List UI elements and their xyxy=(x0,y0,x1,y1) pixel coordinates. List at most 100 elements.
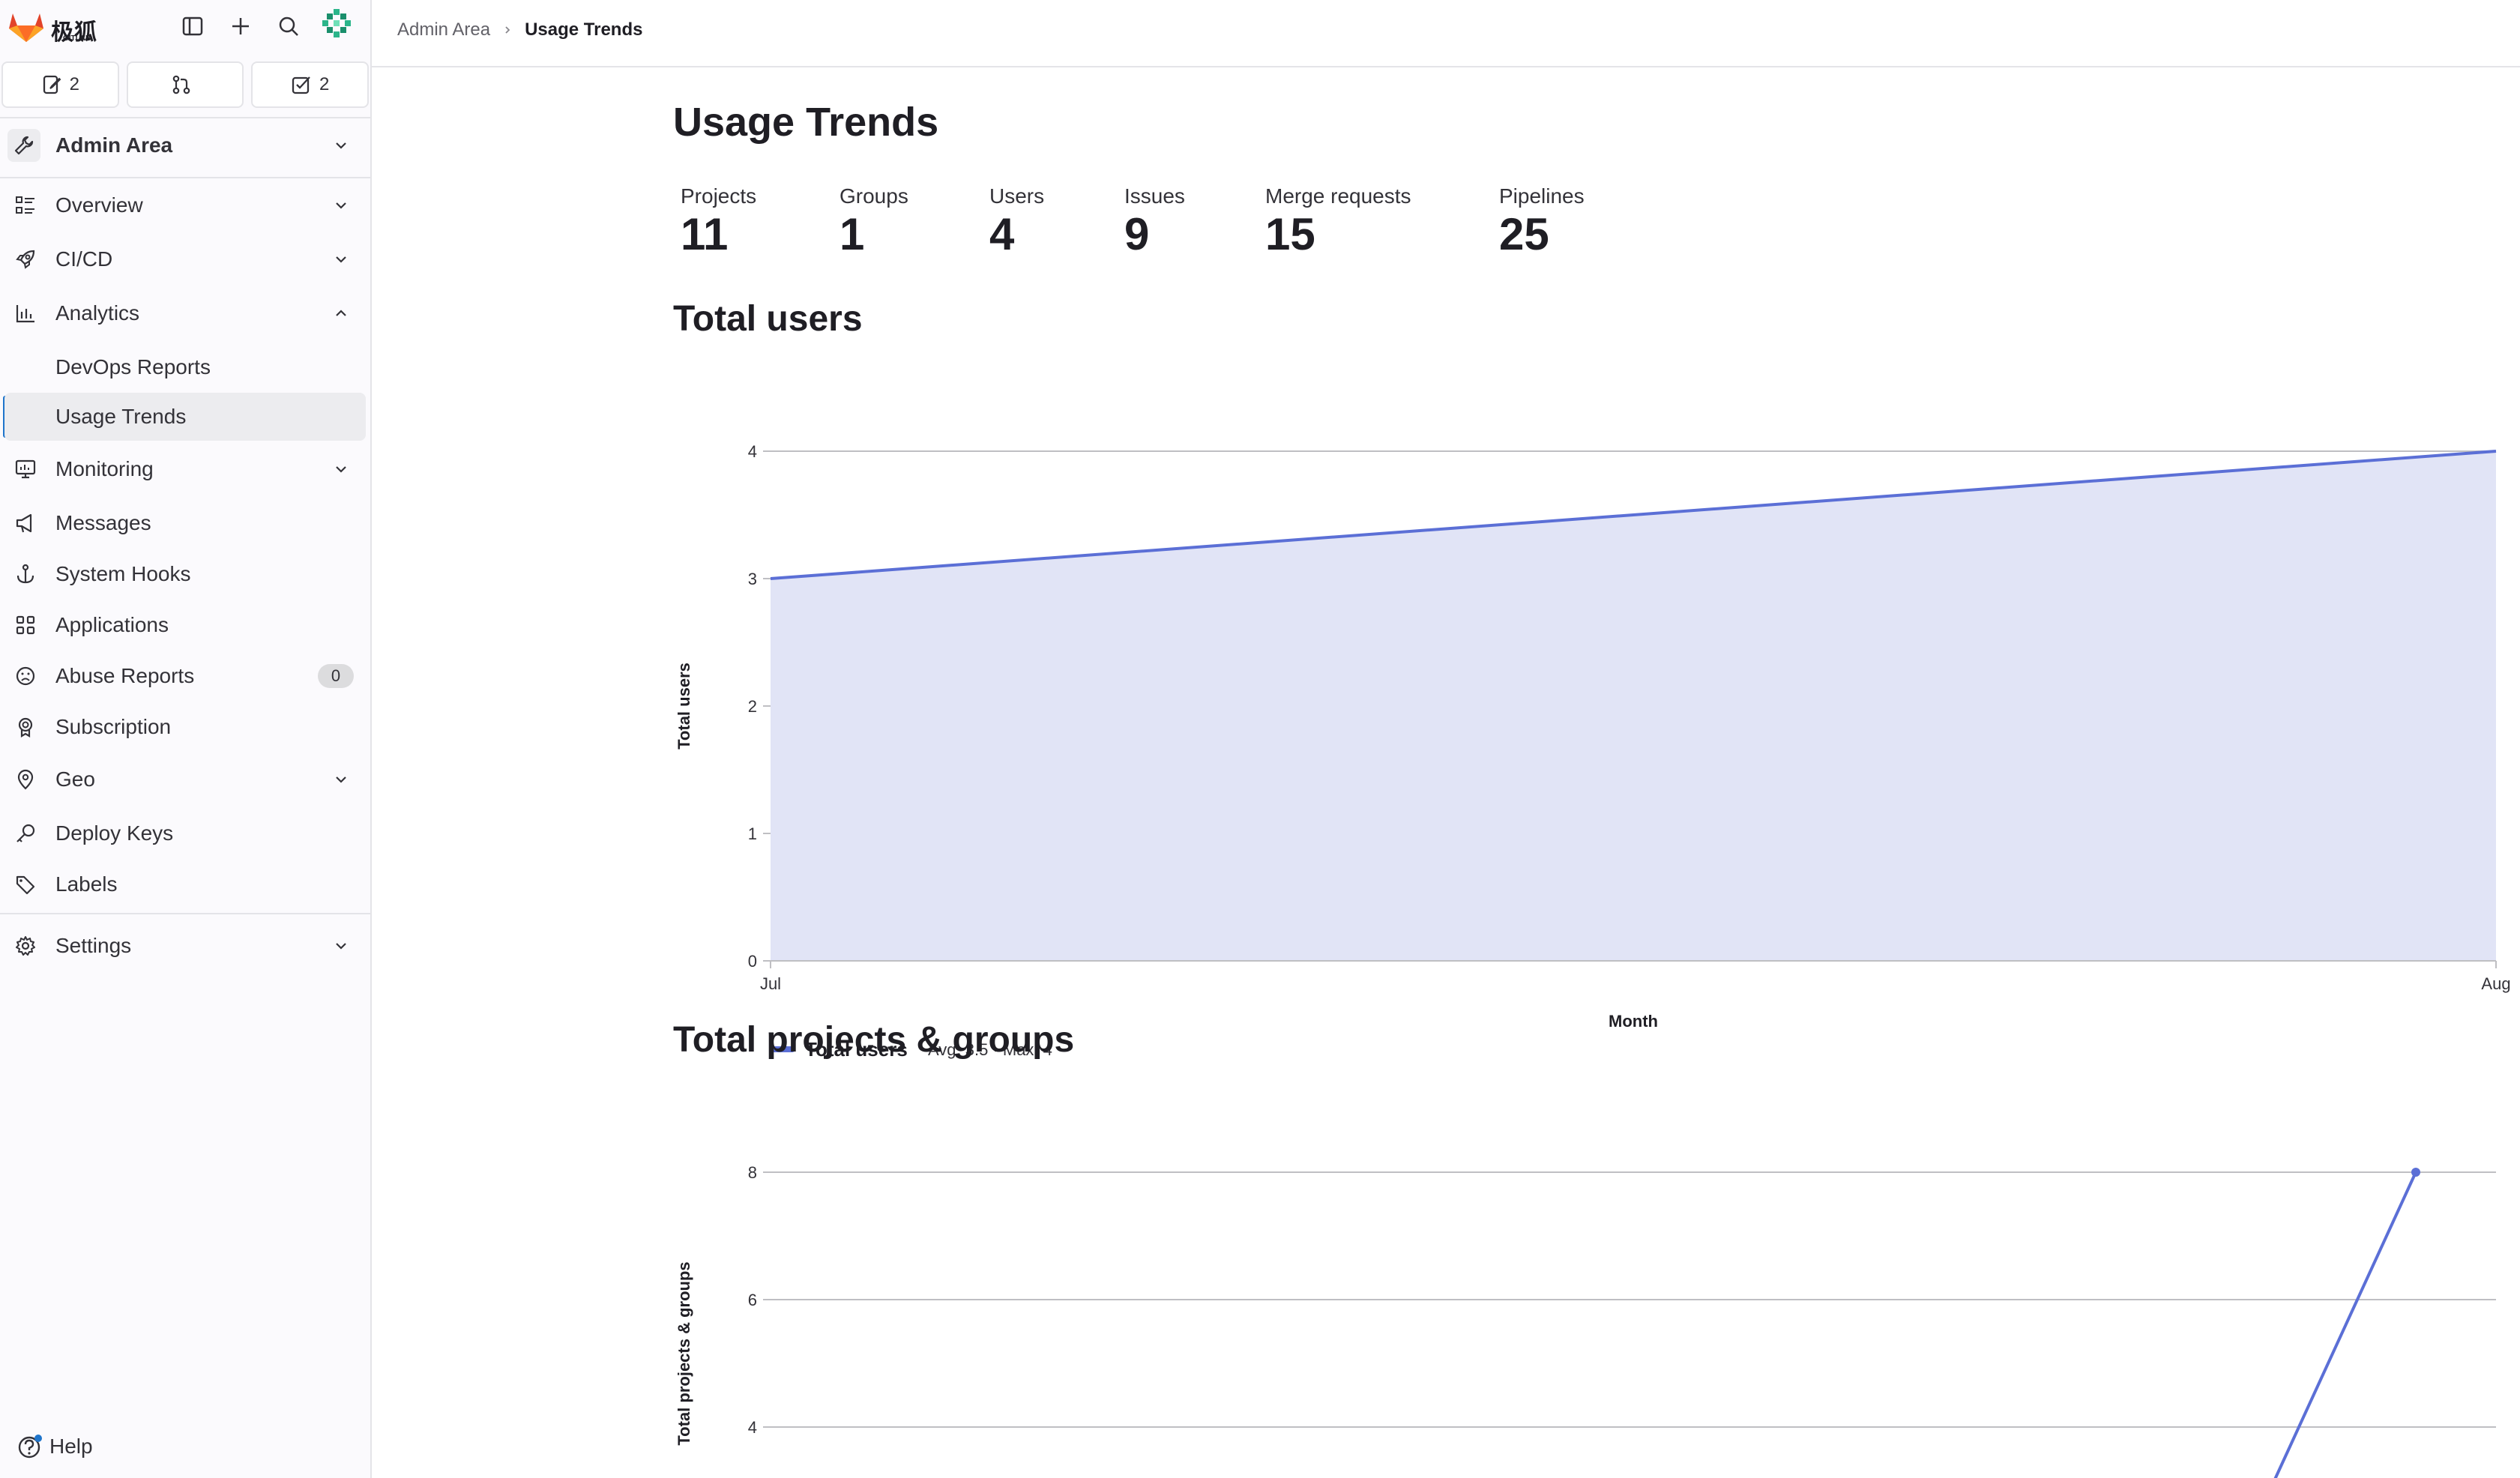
stat-label: Users xyxy=(989,184,1045,208)
sidebar-topbar: 极狐 GITLAB xyxy=(0,0,370,52)
sidebar-item-devops-reports[interactable]: DevOps Reports xyxy=(0,342,370,393)
chevron-down-icon xyxy=(330,248,352,271)
sidebar-item-label: Monitoring xyxy=(55,457,154,480)
sidebar-item-label: System Hooks xyxy=(55,562,191,585)
admin-wrench-icon xyxy=(7,129,40,162)
sidebar-item-applications[interactable]: Applications xyxy=(0,600,370,651)
issues-icon xyxy=(43,75,61,94)
stat-issues: Issues 9 xyxy=(1124,184,1265,261)
chart-icon xyxy=(12,300,39,327)
stat-value: 4 xyxy=(989,209,1015,259)
stat-value: 9 xyxy=(1124,209,1150,259)
sidebar-item-system-hooks[interactable]: System Hooks xyxy=(0,549,370,600)
sidebar-item-usage-trends[interactable]: Usage Trends xyxy=(4,393,366,441)
sidebar-item-label: Settings xyxy=(55,934,132,957)
sidebar-divider xyxy=(0,177,370,178)
gitlab-logo-icon[interactable] xyxy=(7,9,45,43)
breadcrumb: Admin Area Usage Trends xyxy=(397,19,642,40)
anchor-icon xyxy=(12,561,39,588)
gear-icon xyxy=(12,932,39,959)
top-header: Admin Area Usage Trends xyxy=(372,0,2520,67)
issues-count-button[interactable]: 2 xyxy=(1,61,119,108)
series-line xyxy=(770,450,2497,580)
y-axis-title: Total users xyxy=(675,663,693,749)
help-label: Help xyxy=(49,1435,93,1458)
avatar[interactable] xyxy=(321,7,352,39)
admin-area-section[interactable]: Admin Area xyxy=(0,120,370,171)
chevron-down-icon xyxy=(330,935,352,957)
megaphone-icon xyxy=(12,510,39,537)
sidebar-item-geo[interactable]: Geo xyxy=(0,754,370,805)
stat-label: Pipelines xyxy=(1499,184,1585,208)
overview-icon xyxy=(12,192,39,219)
sidebar-item-labels[interactable]: Labels xyxy=(0,859,370,910)
chevron-right-icon xyxy=(505,26,510,34)
legend-summary: Avg: 3.5 · Max: 4 xyxy=(928,1040,1052,1059)
sidebar-item-deploy-keys[interactable]: Deploy Keys xyxy=(0,808,370,859)
breadcrumb-usage-trends[interactable]: Usage Trends xyxy=(525,19,643,40)
plus-icon[interactable] xyxy=(226,12,255,40)
chevron-down-icon xyxy=(330,134,352,157)
search-icon[interactable] xyxy=(274,12,303,40)
monitor-icon xyxy=(12,456,39,483)
y-tick-label: 6 xyxy=(748,1291,757,1309)
applications-icon xyxy=(12,612,39,639)
sidebar-item-overview[interactable]: Overview xyxy=(0,180,370,231)
sidebar-item-abuse-reports[interactable]: Abuse Reports 0 xyxy=(0,651,370,702)
stat-pipelines: Pipelines 25 xyxy=(1499,184,1649,261)
label-tag-icon xyxy=(12,871,39,898)
main-content: Usage Trends Projects 11 Groups 1 Users … xyxy=(673,67,2520,1478)
stat-label: Merge requests xyxy=(1265,184,1411,208)
stat-label: Projects xyxy=(681,184,757,208)
x-tick-label: Jul xyxy=(760,974,781,993)
sidebar-item-label: Deploy Keys xyxy=(55,821,174,845)
brand-name: 极狐 xyxy=(51,20,97,45)
help-button[interactable]: Help xyxy=(16,1433,93,1460)
series-area xyxy=(771,451,2496,961)
stat-value: 15 xyxy=(1265,209,1315,259)
sad-face-icon xyxy=(12,663,39,690)
stat-value: 11 xyxy=(681,209,729,259)
legend-series-name: Total users xyxy=(805,1038,908,1061)
total-projects-groups-chart[interactable]: 4 6 8 Total projects & groups xyxy=(673,1084,2520,1478)
toggle-sidebar-icon[interactable] xyxy=(178,12,207,40)
chart-title-total-projects-groups: Total projects & groups xyxy=(673,1020,1075,1060)
stat-projects: Projects 11 xyxy=(681,184,840,261)
todos-count-button[interactable]: 2 xyxy=(251,61,370,108)
y-tick-label: 4 xyxy=(748,1418,757,1437)
stat-merge-requests: Merge requests 15 xyxy=(1265,184,1499,261)
sidebar-item-label: Subscription xyxy=(55,715,172,738)
sidebar-item-label: Analytics xyxy=(55,301,140,325)
chevron-down-icon xyxy=(330,194,352,217)
total-users-chart[interactable]: 0 1 2 3 4 Jul Aug Month Total users Total users Av… xyxy=(673,363,2520,1067)
admin-area-label: Admin Area xyxy=(55,133,173,157)
stats-row: Projects 11 Groups 1 Users 4 Issues 9 Me… xyxy=(681,184,1649,261)
issues-count: 2 xyxy=(69,74,80,94)
series-line xyxy=(2273,1171,2417,1478)
counts-bar: 2 2 xyxy=(1,61,370,108)
sidebar-item-subscription[interactable]: Subscription xyxy=(0,702,370,752)
sidebar-item-monitoring[interactable]: Monitoring xyxy=(0,444,370,495)
sidebar: 极狐 GITLAB 2 xyxy=(0,0,372,1478)
sidebar-item-label: Messages xyxy=(55,511,151,534)
breadcrumb-admin-area[interactable]: Admin Area xyxy=(397,19,491,40)
help-icon xyxy=(18,1435,42,1459)
stat-value: 1 xyxy=(840,209,865,259)
sidebar-item-settings[interactable]: Settings xyxy=(0,920,370,971)
chevron-down-icon xyxy=(330,458,352,480)
data-point xyxy=(2411,1168,2420,1177)
merge-requests-count-button[interactable] xyxy=(126,61,244,108)
sidebar-item-analytics[interactable]: Analytics xyxy=(0,288,370,339)
sidebar-item-label: Abuse Reports xyxy=(55,664,195,687)
rocket-icon xyxy=(12,246,39,273)
y-tick-label: 0 xyxy=(748,952,757,971)
sidebar-item-label: Labels xyxy=(55,872,118,896)
sidebar-item-messages[interactable]: Messages xyxy=(0,498,370,549)
abuse-reports-count-badge: 0 xyxy=(318,664,354,688)
y-tick-label: 3 xyxy=(748,570,757,588)
y-tick-label: 8 xyxy=(748,1163,757,1182)
sidebar-item-label: Overview xyxy=(55,193,143,217)
sidebar-item-cicd[interactable]: CI/CD xyxy=(0,234,370,285)
brand-subtitle: GITLAB xyxy=(63,34,91,43)
key-icon xyxy=(12,820,39,847)
